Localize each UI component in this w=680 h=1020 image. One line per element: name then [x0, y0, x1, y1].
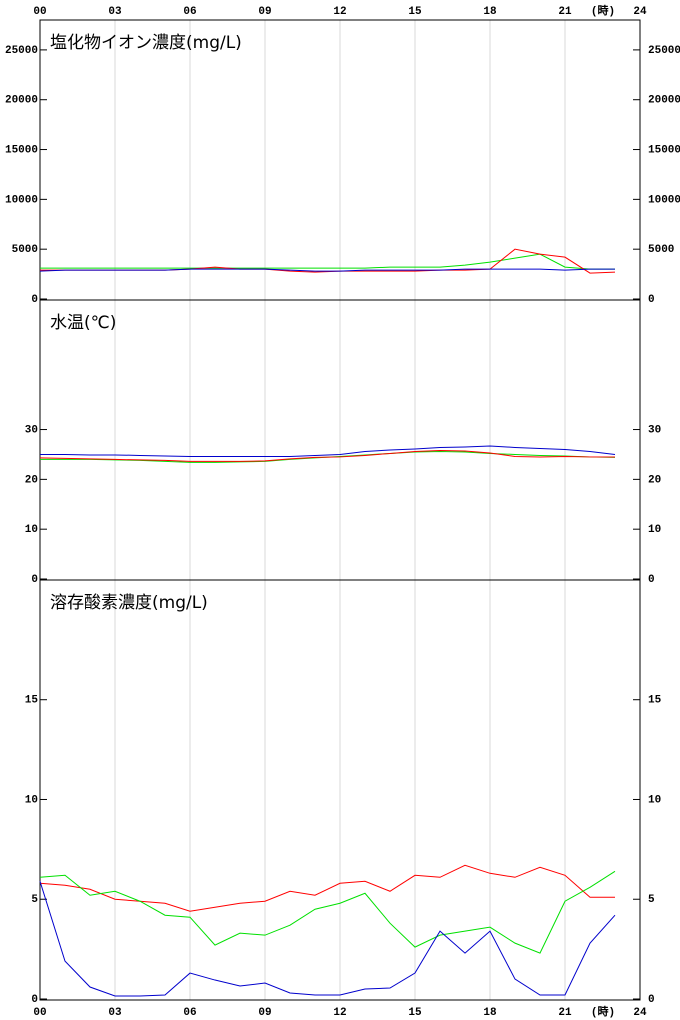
y-tick-label: 15: [25, 695, 39, 707]
x-tick-label: 03: [108, 6, 122, 18]
x-axis-label: (時): [591, 3, 615, 18]
x-tick-label: 00: [33, 1007, 46, 1019]
y-tick-label: 5: [648, 894, 655, 906]
y-tick-label: 0: [31, 994, 38, 1006]
y-tick-label: 5: [31, 894, 38, 906]
y-tick-label: 10: [648, 794, 661, 806]
x-tick-label: 24: [633, 6, 647, 18]
panel-title: 塩化物イオン濃度(mg/L): [50, 33, 242, 53]
y-tick-label: 0: [31, 294, 38, 306]
x-tick-label: 06: [183, 6, 196, 18]
y-tick-label: 0: [648, 574, 655, 586]
y-tick-label: 30: [25, 424, 38, 436]
y-tick-label: 0: [648, 994, 655, 1006]
x-tick-label: 15: [408, 1007, 422, 1019]
y-tick-label: 15000: [5, 144, 38, 156]
x-tick-label: 21: [558, 1007, 572, 1019]
series-line: [39, 864, 615, 912]
y-tick-label: 15: [648, 695, 662, 707]
series-line: [39, 268, 615, 272]
x-tick-label: 09: [258, 6, 271, 18]
series-line: [39, 870, 616, 954]
y-tick-label: 15000: [648, 144, 680, 156]
x-tick-label: 06: [183, 1007, 196, 1019]
y-tick-label: 5000: [648, 244, 674, 256]
panel-title: 水温(℃): [50, 313, 116, 333]
series-line: [40, 253, 615, 270]
y-tick-label: 10000: [5, 194, 38, 206]
series-line: [40, 445, 616, 457]
x-tick-label: 24: [633, 1007, 647, 1019]
y-tick-label: 10000: [648, 194, 680, 206]
x-tick-label: 12: [333, 6, 346, 18]
x-tick-label: 18: [483, 6, 497, 18]
y-tick-label: 20000: [648, 95, 680, 107]
x-tick-label: 03: [108, 1007, 122, 1019]
x-tick-label: 12: [333, 1007, 346, 1019]
y-tick-label: 25000: [5, 45, 38, 57]
series-line: [39, 881, 616, 997]
y-tick-label: 0: [648, 294, 655, 306]
series-line: [39, 449, 615, 462]
y-tick-label: 30: [648, 424, 661, 436]
x-tick-label: 09: [258, 1007, 271, 1019]
x-axis-label: (時): [591, 1004, 615, 1019]
x-tick-label: 15: [408, 6, 422, 18]
y-tick-label: 20: [648, 474, 661, 486]
x-tick-label: 18: [483, 1007, 497, 1019]
y-tick-label: 10: [648, 524, 661, 536]
y-tick-label: 10: [25, 794, 38, 806]
x-tick-label: 00: [33, 6, 46, 18]
y-tick-label: 25000: [648, 45, 680, 57]
y-tick-label: 20000: [5, 95, 38, 107]
x-tick-label: 21: [558, 6, 572, 18]
y-tick-label: 0: [31, 574, 38, 586]
panel-frame: [39, 579, 641, 1001]
y-tick-label: 5000: [12, 244, 38, 256]
panel-title: 溶存酸素濃度(mg/L): [50, 593, 208, 613]
y-tick-label: 10: [25, 524, 38, 536]
y-tick-label: 20: [25, 474, 38, 486]
